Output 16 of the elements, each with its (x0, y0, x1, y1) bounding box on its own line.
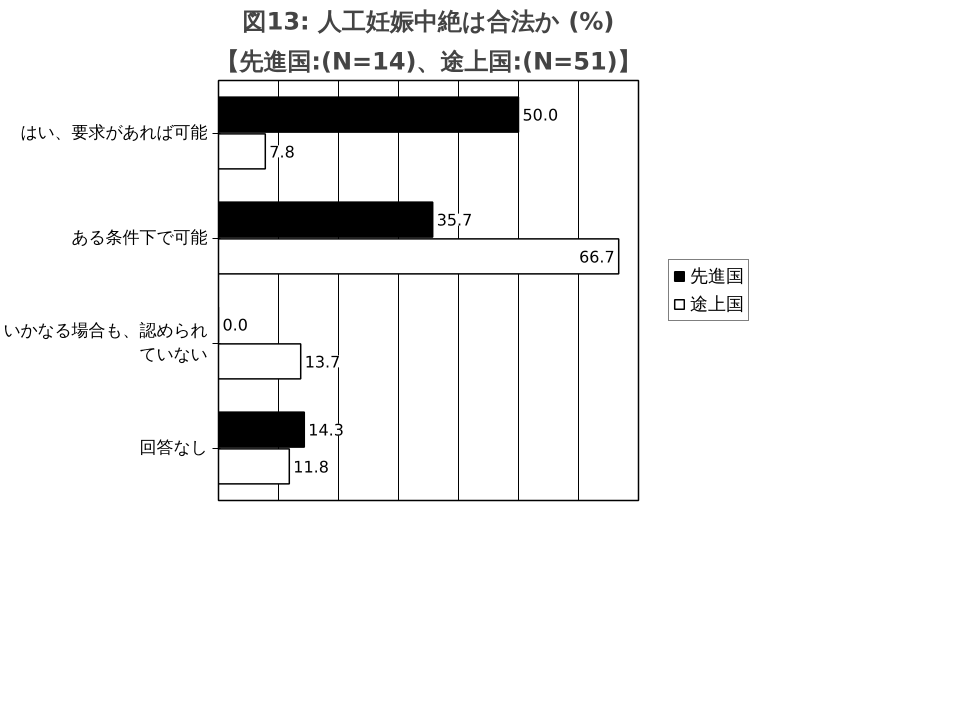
legend-label: 途上国 (690, 293, 744, 316)
y-tick-label: はい、要求があれば可能 (20, 123, 208, 143)
data-label: 0.0 (222, 316, 248, 335)
data-label: 66.7 (579, 247, 615, 266)
y-tick-label: いかなる場合も、認められていない (4, 321, 208, 365)
y-tick-label: 回答なし (140, 438, 208, 458)
data-label: 11.8 (293, 457, 329, 476)
chart-title: 図13: 人工妊娠中絶は合法か (%) (242, 8, 614, 36)
data-label: 7.8 (269, 142, 295, 162)
data-label: 35.7 (436, 210, 472, 230)
y-tick-label: ある条件下で可能 (72, 228, 208, 248)
data-label: 50.0 (522, 106, 558, 125)
legend-label: 先進国 (690, 265, 744, 288)
data-label: 13.7 (304, 352, 340, 372)
chart-subtitle: 【先進国:(N=14)、途上国:(N=51)】 (215, 48, 642, 76)
data-label: 14.3 (308, 420, 344, 440)
